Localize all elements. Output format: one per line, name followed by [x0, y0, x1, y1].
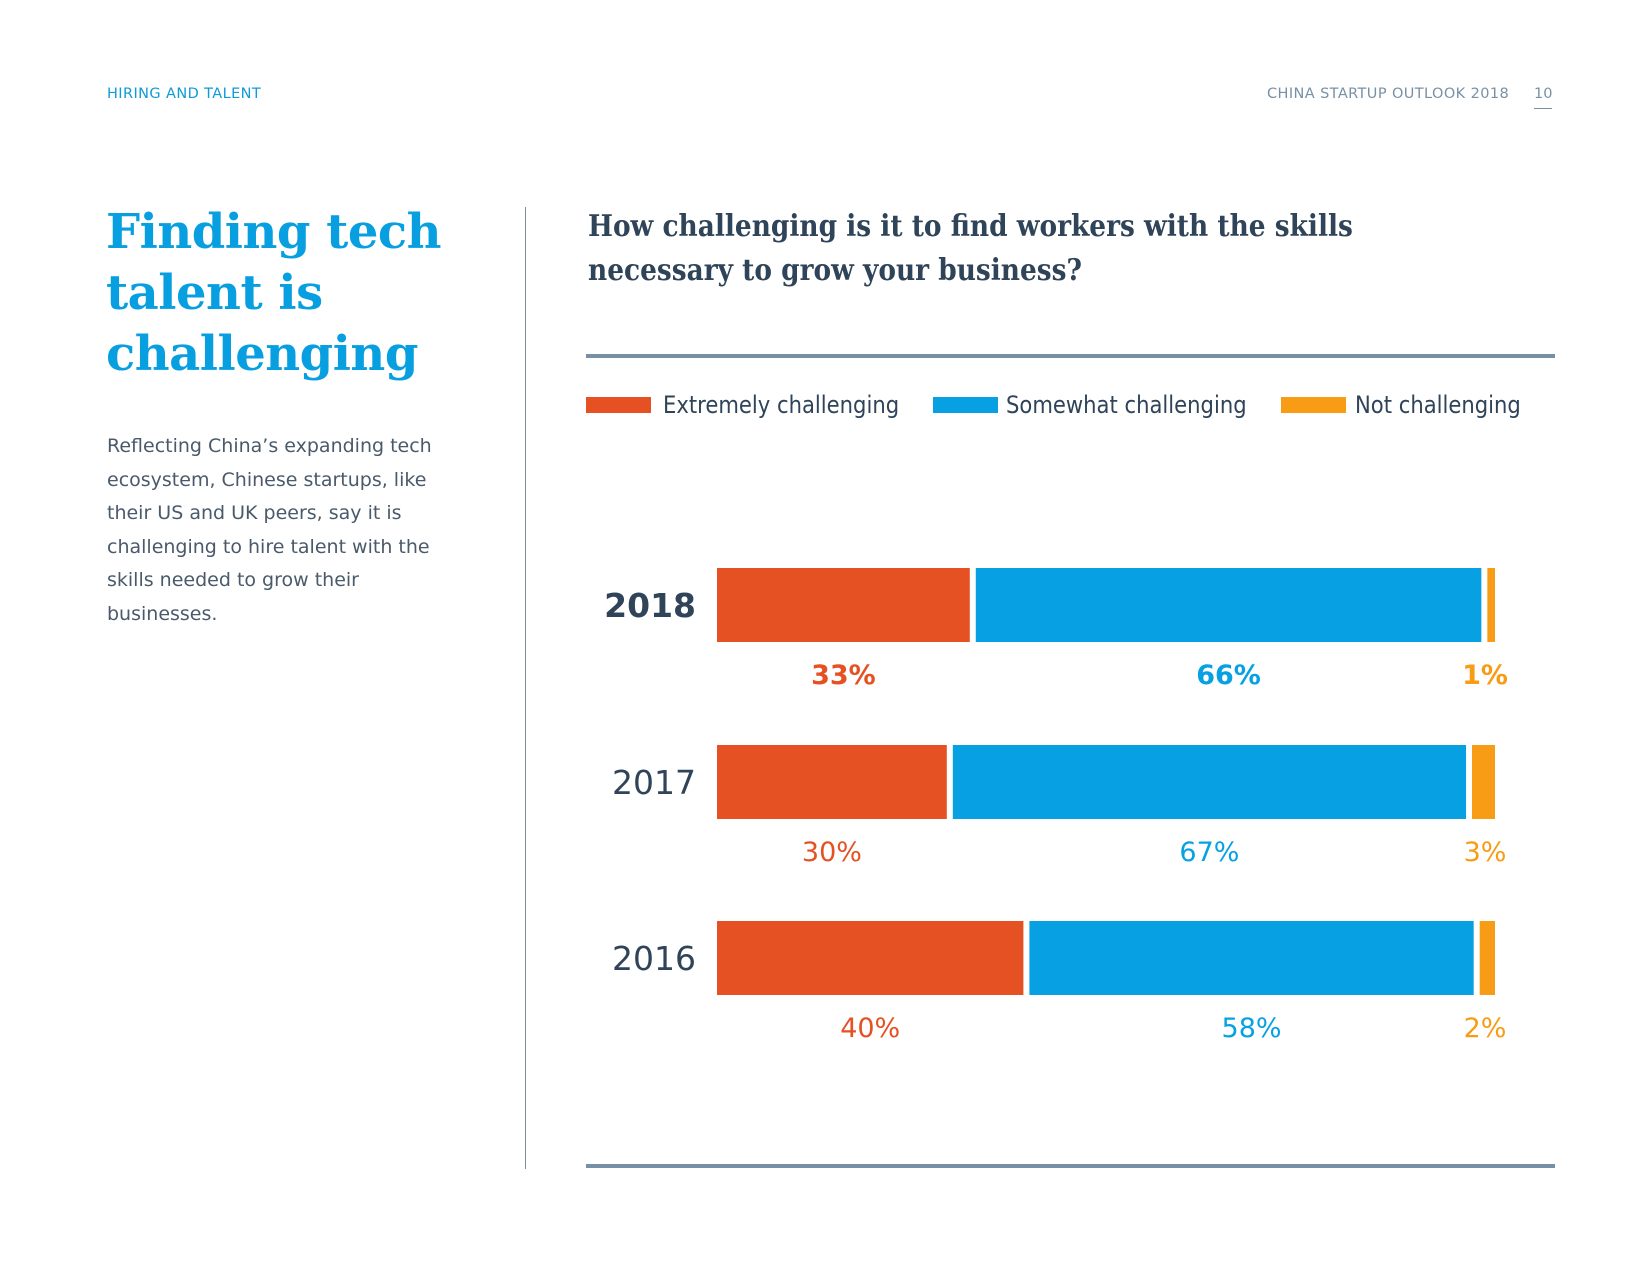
legend-label-extremely: Extremely challenging — [663, 391, 900, 419]
value-label-extremely-2016: 40% — [840, 1013, 900, 1044]
value-label-not-2017: 3% — [1464, 837, 1507, 868]
chart-title: How challenging is it to find workers wi… — [588, 209, 1353, 288]
page-headline: Finding tech talent is challenging — [106, 204, 442, 382]
intro-paragraph: Reflecting China’s expanding tech ecosys… — [107, 435, 432, 625]
bar-extremely-2016 — [717, 921, 1024, 995]
category-label-2018: 2018 — [604, 586, 696, 625]
bar-somewhat-2017 — [952, 745, 1467, 819]
page-number: 10 — [1534, 86, 1553, 109]
bar-extremely-2017 — [717, 745, 947, 819]
column-divider — [525, 207, 526, 1169]
value-label-extremely-2017: 30% — [802, 837, 862, 868]
category-label-2017: 2017 — [612, 763, 696, 802]
bar-not-2018 — [1487, 568, 1495, 642]
legend-label-not: Not challenging — [1355, 391, 1521, 419]
legend-label-somewhat: Somewhat challenging — [1006, 391, 1247, 419]
value-label-somewhat-2016: 58% — [1222, 1013, 1282, 1044]
bar-extremely-2018 — [717, 568, 970, 642]
category-label-2016: 2016 — [612, 939, 696, 978]
bar-not-2016 — [1479, 921, 1495, 995]
value-label-not-2018: 1% — [1462, 660, 1508, 691]
legend-swatch-somewhat — [933, 397, 998, 413]
report-title: CHINA STARTUP OUTLOOK 2018 — [1267, 86, 1510, 102]
legend-swatch-not — [1281, 397, 1346, 413]
value-label-extremely-2018: 33% — [811, 660, 876, 691]
section-label: HIRING AND TALENT — [107, 86, 262, 102]
bar-not-2017 — [1472, 745, 1495, 819]
bar-somewhat-2018 — [975, 568, 1482, 642]
legend-swatch-extremely — [586, 397, 651, 413]
value-label-somewhat-2017: 67% — [1179, 837, 1239, 868]
value-label-somewhat-2018: 66% — [1196, 660, 1261, 691]
value-label-not-2016: 2% — [1464, 1013, 1507, 1044]
chart-top-rule — [586, 354, 1555, 358]
chart-bottom-rule — [586, 1164, 1555, 1168]
bar-somewhat-2016 — [1029, 921, 1474, 995]
